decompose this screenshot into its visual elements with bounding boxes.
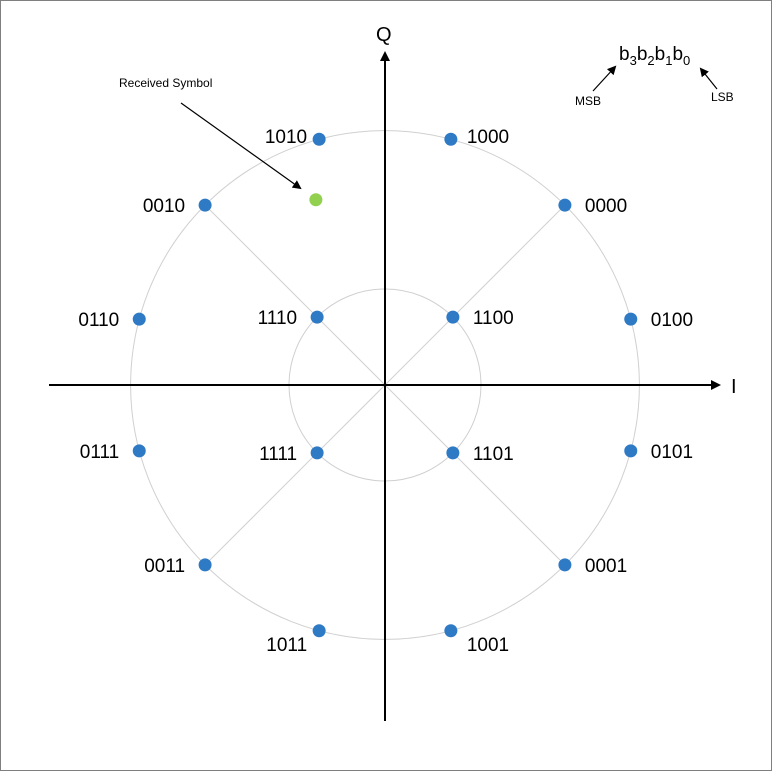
lsb-arrow <box>701 69 717 89</box>
guide-line <box>385 385 565 565</box>
guide-line <box>385 205 565 385</box>
symbol-label-1110: 1110 <box>258 308 297 329</box>
guide-line <box>205 385 385 565</box>
bit-sub-0: 0 <box>683 53 690 68</box>
symbol-label-1111: 1111 <box>259 444 297 465</box>
symbol-label-0000: 0000 <box>585 196 627 217</box>
symbol-label-1010: 1010 <box>265 127 307 148</box>
symbol-point-1111 <box>311 446 324 459</box>
symbol-label-1100: 1100 <box>473 308 514 329</box>
symbol-point-1101 <box>446 446 459 459</box>
received-symbol-label: Received Symbol <box>119 76 212 90</box>
symbol-label-0110: 0110 <box>78 310 119 331</box>
bit-sub-3: 3 <box>630 53 637 68</box>
lsb-label: LSB <box>711 90 734 104</box>
symbol-label-0011: 0011 <box>144 556 185 577</box>
symbol-point-1110 <box>311 311 324 324</box>
symbol-point-0001 <box>558 558 571 571</box>
msb-label: MSB <box>575 94 601 108</box>
symbol-label-0101: 0101 <box>651 442 693 463</box>
symbol-label-1101: 1101 <box>473 444 514 465</box>
symbol-point-1000 <box>444 133 457 146</box>
symbol-point-0000 <box>558 199 571 212</box>
received-symbol-point <box>309 193 322 206</box>
symbol-point-1001 <box>444 624 457 637</box>
symbol-point-0111 <box>133 444 146 457</box>
symbol-point-1011 <box>313 624 326 637</box>
symbol-label-0001: 0001 <box>585 556 627 577</box>
bit-b0: b <box>672 44 683 65</box>
bit-b1: b <box>655 44 666 65</box>
i-axis-label: I <box>731 376 737 398</box>
bit-b3: b <box>619 44 630 65</box>
symbol-point-0100 <box>624 313 637 326</box>
symbol-point-0011 <box>199 558 212 571</box>
bit-sub-1: 1 <box>665 53 672 68</box>
q-axis-label: Q <box>376 24 392 46</box>
symbol-label-0010: 0010 <box>143 196 185 217</box>
symbol-label-1001: 1001 <box>467 635 509 656</box>
symbol-label-0111: 0111 <box>80 442 119 463</box>
symbol-label-1011: 1011 <box>266 635 307 656</box>
bit-order-label: b3b2b1b0 <box>619 44 690 68</box>
symbol-point-1100 <box>446 311 459 324</box>
symbol-label-1000: 1000 <box>467 127 509 148</box>
symbol-point-1010 <box>313 133 326 146</box>
msb-arrow <box>593 67 615 91</box>
symbol-label-0100: 0100 <box>651 310 693 331</box>
bit-sub-2: 2 <box>647 53 654 68</box>
symbol-point-0110 <box>133 313 146 326</box>
symbol-point-0101 <box>624 444 637 457</box>
symbol-point-0010 <box>199 199 212 212</box>
guide-line <box>205 205 385 385</box>
bit-b2: b <box>637 44 648 65</box>
